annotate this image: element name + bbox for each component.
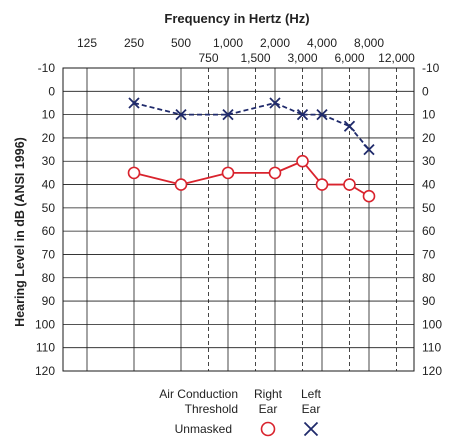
y-tick-label-left: 50 [42, 201, 56, 215]
right-ear-circle-marker [296, 154, 309, 168]
right-ear-circle-marker [174, 178, 188, 191]
x-tick-label-interoctave: 1,500 [240, 51, 270, 65]
legend-header-line1: Air Conduction [159, 387, 238, 401]
right-ear-circle-marker [221, 166, 235, 180]
x-tick-label-interoctave: 3,000 [287, 51, 317, 65]
y-tick-label-right: 110 [422, 341, 441, 355]
left-ear-x-marker [128, 97, 140, 109]
y-tick-label-left: 70 [42, 247, 56, 261]
x-tick-label-octave: 4,000 [307, 36, 337, 50]
series-line-segment [186, 173, 223, 185]
legend-left-line2: Ear [302, 402, 321, 416]
right-ear-circle-marker [362, 189, 376, 203]
legend-circle-icon [260, 421, 276, 437]
chart-series [127, 97, 376, 203]
x-tick-label-octave: 8,000 [354, 36, 384, 50]
legend-x-icon [303, 421, 319, 437]
y-tick-label-right: 30 [422, 154, 436, 168]
series-line-segment [353, 186, 365, 195]
left-ear-x-marker [222, 108, 234, 121]
right-ear-circle-marker [315, 178, 329, 191]
y-tick-label-left: 0 [48, 84, 55, 98]
legend-right-line1: Right [254, 387, 283, 401]
y-tick-label-right: 100 [422, 317, 442, 331]
y-tick-label-right: 40 [422, 178, 436, 192]
y-tick-label-left: 30 [42, 154, 56, 168]
legend-row-label: Unmasked [175, 422, 232, 436]
series-line-segment [274, 102, 303, 116]
series-line-segment [133, 102, 182, 116]
y-tick-label-right: 60 [422, 224, 436, 238]
y-tick-label-left: 20 [42, 131, 56, 145]
right-ear-circle-marker [127, 166, 141, 180]
y-tick-label-right: -10 [422, 61, 440, 75]
y-tick-label-right: 80 [422, 271, 436, 285]
series-line-segment [321, 113, 350, 128]
chart-title: Frequency in Hertz (Hz) [164, 11, 309, 26]
y-tick-label-right: 70 [422, 247, 436, 261]
legend-right-line2: Ear [259, 402, 278, 416]
y-tick-label-right: 90 [422, 294, 436, 308]
chart-grid [62, 67, 415, 372]
x-tick-label-interoctave: 6,000 [334, 51, 364, 65]
left-ear-x-marker [296, 108, 309, 121]
legend-header-line2: Threshold [185, 402, 238, 416]
legend-left-line1: Left [301, 387, 322, 401]
y-tick-label-right: 20 [422, 131, 436, 145]
left-ear-x-marker [269, 97, 281, 109]
x-tick-label-interoctave: 750 [198, 51, 218, 65]
y-tick-label-right: 0 [422, 84, 429, 98]
y-tick-label-right: 50 [422, 201, 436, 215]
chart-tick-labels: -10 -10 0 0 10 10 20 20 30 30 40 40 50 50 60 60 70 70 80 80… [35, 36, 442, 378]
x-tick-label-interoctave: 12,000 [378, 51, 415, 65]
left-ear-x-marker [175, 108, 187, 121]
y-tick-label-left: 60 [42, 224, 56, 238]
x-tick-label-octave: 500 [171, 36, 191, 50]
right-ear-circle-marker [268, 166, 282, 180]
legend: Air Conduction Threshold Right Ear Left … [159, 387, 322, 437]
series-line-segment [305, 164, 320, 181]
left-ear-x-marker [343, 120, 356, 132]
y-tick-label-left: 40 [42, 178, 56, 192]
series-line-segment [279, 162, 298, 172]
x-tick-label-octave: 125 [77, 36, 97, 50]
x-tick-label-octave: 1,000 [213, 36, 243, 50]
right-ear-circle-marker [343, 178, 356, 191]
y-tick-label-left: 90 [42, 294, 56, 308]
plot-frame [62, 67, 415, 372]
y-tick-label-left: 120 [35, 364, 55, 378]
y-tick-label-left: -10 [38, 61, 56, 75]
y-tick-label-right: 120 [422, 364, 442, 378]
y-tick-label-left: 80 [42, 271, 56, 285]
x-tick-label-octave: 250 [124, 36, 144, 50]
series-line-segment [227, 102, 276, 116]
series-line-segment [139, 173, 176, 185]
y-tick-label-left: 110 [36, 341, 55, 355]
y-axis-label: Hearing Level in dB (ANSI 1996) [13, 137, 27, 327]
left-ear-x-marker [316, 108, 328, 121]
y-tick-label-left: 10 [42, 108, 56, 122]
y-tick-label-right: 10 [422, 108, 436, 122]
x-tick-label-octave: 2,000 [260, 36, 290, 50]
left-ear-x-marker [363, 143, 375, 156]
y-tick-label-left: 100 [35, 317, 55, 331]
